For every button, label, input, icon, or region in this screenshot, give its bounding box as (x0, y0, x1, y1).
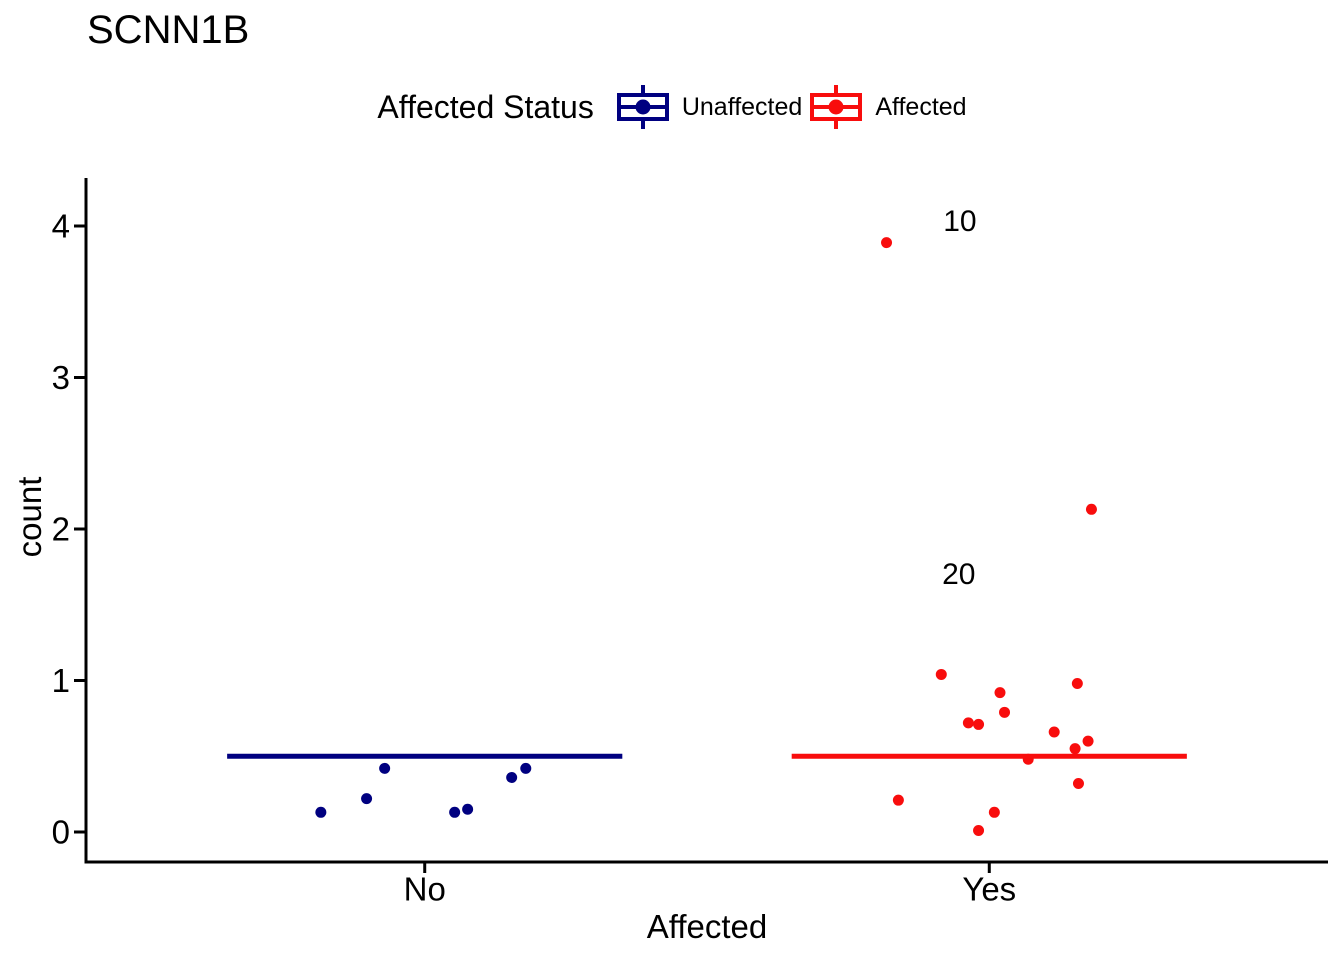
y-axis-title: count (11, 476, 48, 558)
data-point-affected (1048, 726, 1060, 738)
data-point-affected (1072, 778, 1084, 790)
data-point-affected (988, 806, 1000, 818)
data-point-affected (962, 717, 974, 729)
data-point-affected (973, 718, 985, 730)
data-point-unaffected (520, 762, 532, 774)
y-tick-label: 2 (52, 511, 70, 548)
legend-entries: Unaffected Affected (609, 84, 967, 130)
y-tick-label: 0 (52, 814, 70, 851)
data-point-affected (1069, 743, 1081, 755)
point-label: 10 (943, 205, 976, 238)
legend-entry-unaffected: Unaffected (616, 84, 803, 130)
crossbar-point-key-icon (810, 85, 863, 129)
data-point-affected (994, 687, 1006, 699)
data-point-unaffected (379, 762, 391, 774)
data-point-unaffected (361, 793, 373, 805)
legend-label: Unaffected (681, 92, 803, 121)
data-point-affected (892, 794, 904, 806)
y-tick-label: 4 (52, 208, 70, 245)
chart-title: SCNN1B (87, 8, 250, 52)
legend-label: Affected (875, 92, 967, 121)
data-point-affected (973, 824, 985, 836)
point-label: 20 (942, 558, 975, 591)
data-point-unaffected (462, 803, 474, 815)
data-point-unaffected (449, 806, 461, 818)
x-axis-title: Affected (646, 908, 768, 945)
data-point-affected (1085, 503, 1097, 515)
axis-lines (84, 178, 1328, 864)
data-point-unaffected (506, 771, 518, 783)
x-tick-label: Yes (962, 871, 1016, 908)
y-tick-label: 3 (52, 359, 70, 396)
y-tick-label: 1 (52, 662, 70, 699)
data-point-unaffected (315, 806, 327, 818)
legend-entry-affected: Affected (810, 84, 967, 130)
data-point-affected (999, 706, 1011, 718)
data-point-affected (935, 668, 947, 680)
legend-title: Affected Status (377, 88, 594, 125)
data-point-affected (1071, 678, 1083, 690)
crossbar-point-key-icon (616, 85, 669, 129)
data-point-affected (881, 237, 893, 249)
x-tick-label: No (404, 871, 446, 908)
data-point-affected (1082, 735, 1094, 747)
legend: Affected Status Unaffected Affected (0, 84, 1344, 130)
